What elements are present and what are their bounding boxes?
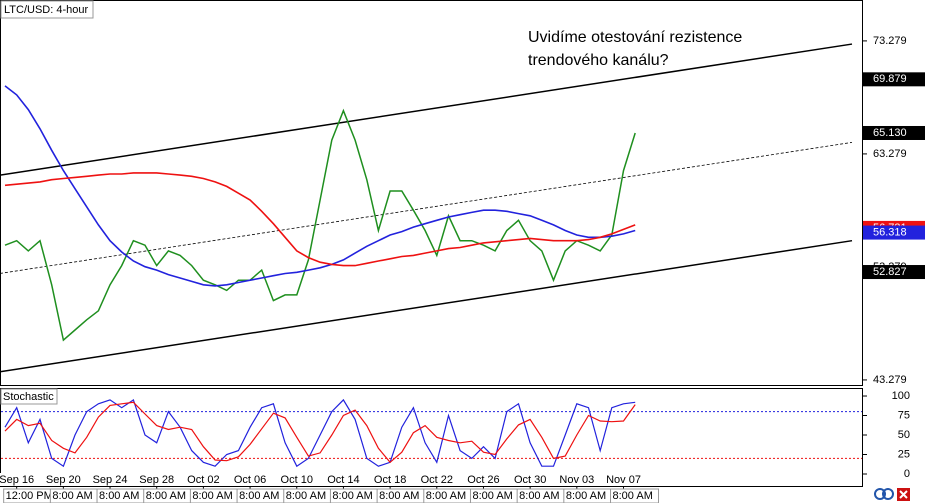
x-tick-label: Oct 10 <box>281 474 313 486</box>
plot-layer <box>0 43 862 468</box>
x-tick-label: Oct 14 <box>327 474 359 486</box>
moving-average <box>4 85 636 287</box>
time-label: 8:00 AM <box>286 490 326 502</box>
time-label: 8:00 AM <box>52 490 92 502</box>
x-label-box <box>372 473 413 486</box>
time-label: 8:00 AM <box>519 490 559 502</box>
x-tick-label: Sep 24 <box>93 474 128 486</box>
price-marker <box>863 225 925 240</box>
x-label-box <box>0 473 39 486</box>
chart-title: LTC/USD: 4-hour <box>4 4 88 16</box>
x-label-box <box>605 473 646 486</box>
x-tick-label: Oct 02 <box>187 474 219 486</box>
stochastic-line <box>4 398 636 468</box>
price-line <box>4 108 636 342</box>
time-label: 8:00 AM <box>426 490 466 502</box>
link-icon[interactable] <box>882 488 894 500</box>
y-tick-label: 63.279 <box>873 148 907 160</box>
x-label-box <box>465 473 506 486</box>
x-label-box <box>45 473 86 486</box>
time-label: 8:00 AM <box>613 490 653 502</box>
price-marker-label: 65.130 <box>873 127 907 139</box>
x-label-box <box>512 473 553 486</box>
price-marker-label: 69.879 <box>873 73 907 85</box>
price-marker-label: 56.318 <box>873 226 907 238</box>
stochastic-title: Stochastic <box>3 391 54 403</box>
price-marker <box>863 72 925 87</box>
channel-line <box>0 141 853 274</box>
x-tick-label: Oct 26 <box>467 474 499 486</box>
link-icon[interactable] <box>874 488 886 500</box>
stochastic-tick-label: 50 <box>898 429 910 441</box>
x-tick-label: Oct 18 <box>374 474 406 486</box>
y-tick-label: 43.279 <box>873 374 907 386</box>
stochastic-tick-label: 75 <box>898 409 910 421</box>
time-label: 8:00 AM <box>99 490 139 502</box>
x-label-box <box>278 473 319 486</box>
x-tick-label: Nov 03 <box>559 474 594 486</box>
time-label: 8:00 AM <box>332 490 372 502</box>
price-panel <box>0 0 863 386</box>
time-label: 8:00 AM <box>239 490 279 502</box>
x-label-box <box>92 473 133 486</box>
toolbar-icons[interactable] <box>874 488 910 501</box>
x-tick-label: Oct 22 <box>421 474 453 486</box>
stochastic-tick-label: 25 <box>898 448 910 460</box>
time-label: 12:00 PM <box>6 490 53 502</box>
price-marker <box>863 265 925 280</box>
time-label-box <box>610 488 660 503</box>
x-label-box <box>325 473 366 486</box>
time-label: 8:00 AM <box>192 490 232 502</box>
stochastic-line <box>4 401 636 464</box>
channel-line <box>0 43 853 176</box>
moving-average <box>4 172 636 267</box>
x-label-box <box>558 473 599 486</box>
x-tick-label: Oct 30 <box>514 474 546 486</box>
x-label-box <box>138 473 179 486</box>
channel-line <box>0 239 853 373</box>
time-label: 8:00 AM <box>472 490 512 502</box>
annotation: trendového kanálu? <box>528 52 669 69</box>
annotation: Uvidíme otestování rezistence <box>528 29 742 46</box>
x-tick-label: Nov 07 <box>606 474 641 486</box>
x-label-box <box>418 473 459 486</box>
price-marker-label: 52.827 <box>873 266 907 278</box>
title-box <box>0 0 94 19</box>
time-label: 8:00 AM <box>566 490 606 502</box>
y-tick-label: 73.279 <box>873 35 907 47</box>
x-tick-label: Sep 20 <box>46 474 81 486</box>
x-tick-label: Sep 28 <box>139 474 174 486</box>
x-tick-label: Sep 16 <box>0 474 34 486</box>
price-marker <box>863 125 925 140</box>
stochastic-tick-label: 0 <box>904 468 910 480</box>
stochastic-title-box <box>0 388 58 405</box>
stochastic-tick-label: 100 <box>892 390 910 402</box>
x-label-box <box>185 473 226 486</box>
close-cross <box>899 490 908 499</box>
time-label: 8:00 AM <box>379 490 419 502</box>
time-label: 8:00 AM <box>146 490 186 502</box>
x-label-box <box>232 473 273 486</box>
stochastic-panel <box>0 388 863 487</box>
x-tick-label: Oct 06 <box>234 474 266 486</box>
